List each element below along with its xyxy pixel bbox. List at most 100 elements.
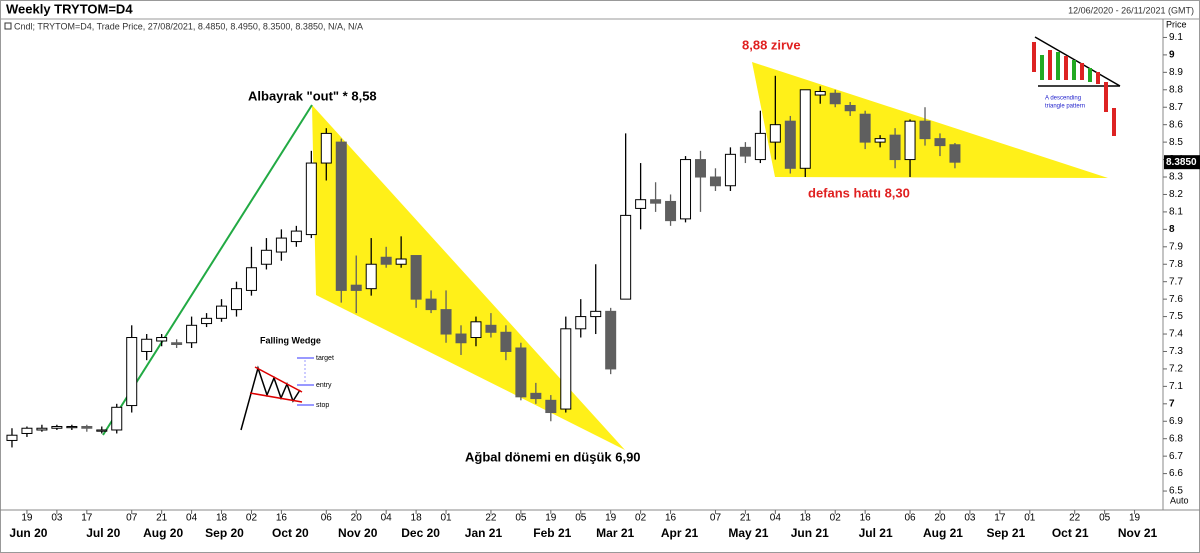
- inset-candle: [1096, 72, 1100, 84]
- candles: [6, 75, 961, 448]
- annotation: 8,88 zirve: [742, 37, 801, 52]
- legend-text: Cndl; TRYTOM=D4, Trade Price, 27/08/2021…: [14, 21, 363, 31]
- x-tick-label: 07: [126, 513, 138, 524]
- inset-candle: [1072, 60, 1076, 80]
- candle-body: [859, 113, 871, 143]
- inset-candle: [1104, 82, 1108, 112]
- triangle-inset: A descending triangle pattern: [1032, 36, 1121, 136]
- month-label: Apr 21: [661, 526, 699, 540]
- y-tick-label: 6.6: [1169, 468, 1183, 479]
- candle-body: [515, 347, 527, 398]
- inset-candle: [1032, 42, 1036, 72]
- candle-body: [919, 120, 931, 140]
- candle-body: [171, 342, 183, 345]
- candle-body: [709, 176, 721, 187]
- candle-body: [844, 104, 856, 112]
- falling-wedge-area: [312, 105, 625, 450]
- last-price-label: 8.3850: [1166, 157, 1197, 168]
- x-tick-label: 20: [351, 513, 363, 524]
- x-tick-label: 21: [740, 513, 752, 524]
- y-tick-label: 7.7: [1169, 276, 1183, 287]
- month-label: Aug 21: [923, 526, 963, 540]
- x-tick-label: 05: [575, 513, 587, 524]
- x-tick-label: 16: [860, 513, 872, 524]
- candle-body: [784, 120, 796, 169]
- inset-candle: [1040, 55, 1044, 80]
- inset-candle: [1056, 52, 1060, 80]
- inset-candle: [1048, 50, 1052, 80]
- inset-label: target: [316, 355, 334, 362]
- x-tick-label: 18: [216, 513, 228, 524]
- y-tick-label: 7.9: [1169, 241, 1183, 252]
- falling-wedge-inset: Falling Wedge target entry stop: [240, 335, 334, 431]
- month-label: Jul 21: [859, 526, 893, 540]
- candle-body: [290, 230, 302, 243]
- candle-body: [186, 324, 198, 344]
- candle-body: [380, 256, 392, 265]
- candle-body: [156, 337, 168, 342]
- candle-body: [245, 267, 257, 291]
- inset-candle: [1080, 63, 1084, 80]
- candle-body: [769, 124, 781, 143]
- candle-body: [500, 331, 512, 352]
- triangle-area: [752, 62, 1108, 178]
- candle-body: [440, 309, 452, 335]
- annotation: Ağbal dönemi en düşük 6,90: [465, 449, 641, 464]
- candle-body: [605, 310, 617, 370]
- x-tick-label: 19: [21, 513, 33, 524]
- y-tick-label: 7.4: [1169, 329, 1183, 340]
- y-axis-title: Price: [1166, 19, 1187, 29]
- inset-title: Falling Wedge: [260, 335, 321, 345]
- y-tick-label: 8.8: [1169, 84, 1183, 95]
- candle-body: [530, 392, 542, 400]
- x-tick-label: 07: [710, 513, 722, 524]
- month-label: Nov 21: [1118, 526, 1158, 540]
- y-tick-label: 8.7: [1169, 102, 1183, 113]
- month-label: Dec 20: [401, 526, 440, 540]
- y-tick-label: 7.2: [1169, 364, 1183, 375]
- x-tick-label: 19: [605, 513, 617, 524]
- inset-zigzag: [240, 365, 301, 431]
- x-tick-label: 18: [411, 513, 423, 524]
- x-tick-label: 02: [635, 513, 647, 524]
- x-tick-label: 18: [800, 513, 812, 524]
- x-tick-label: 01: [1024, 513, 1036, 524]
- candle-body: [21, 427, 33, 434]
- x-tick-label: 19: [1129, 513, 1141, 524]
- candle-body: [216, 305, 228, 319]
- month-label: Aug 20: [143, 526, 183, 540]
- inset-upper: [1034, 36, 1121, 87]
- candle-body: [829, 92, 841, 105]
- candle-body: [754, 132, 766, 161]
- month-label: Nov 20: [338, 526, 378, 540]
- candle-body: [545, 399, 557, 414]
- x-tick-label: 04: [186, 513, 198, 524]
- x-tick-label: 05: [515, 513, 527, 524]
- candle-body: [320, 132, 332, 164]
- candle-body: [455, 333, 467, 344]
- y-tick-label: 8.6: [1169, 119, 1183, 130]
- legend-icon: [4, 22, 12, 30]
- month-label: Oct 20: [272, 526, 309, 540]
- inset-label: stop: [316, 402, 329, 409]
- candle-body: [949, 144, 961, 163]
- candle-body: [665, 200, 677, 222]
- candle-body: [934, 138, 946, 147]
- candle-body: [739, 146, 751, 157]
- x-tick-label: 20: [934, 513, 946, 524]
- candle-body: [365, 263, 377, 290]
- x-tick-label: 06: [321, 513, 333, 524]
- month-label: Jun 21: [791, 526, 829, 540]
- candle-body: [724, 153, 736, 187]
- y-tick-label: 9.1: [1169, 32, 1183, 43]
- candle-body: [275, 237, 287, 253]
- y-tick-label: 6.5: [1169, 486, 1183, 497]
- candle-body: [6, 434, 18, 441]
- candle-body: [81, 425, 93, 429]
- candle-body: [874, 138, 886, 143]
- candle-body: [575, 316, 587, 330]
- x-tick-label: 22: [1069, 513, 1081, 524]
- y-tick-label: 8.9: [1169, 67, 1183, 78]
- inset-upper: [254, 366, 303, 393]
- candle-body: [260, 249, 272, 265]
